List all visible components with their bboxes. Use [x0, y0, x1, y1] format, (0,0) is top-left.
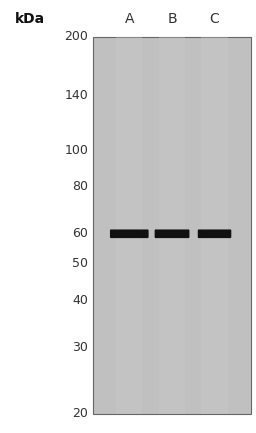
Text: 100: 100	[65, 144, 88, 157]
Text: C: C	[210, 13, 219, 26]
Text: kDa: kDa	[15, 13, 46, 26]
Text: 200: 200	[65, 30, 88, 43]
FancyBboxPatch shape	[110, 229, 148, 238]
Text: 60: 60	[72, 227, 88, 240]
FancyBboxPatch shape	[201, 37, 228, 414]
Text: 140: 140	[65, 89, 88, 102]
FancyBboxPatch shape	[116, 37, 142, 414]
Text: 50: 50	[72, 257, 88, 270]
Text: 80: 80	[72, 180, 88, 193]
Text: 20: 20	[72, 407, 88, 420]
Text: 40: 40	[72, 294, 88, 307]
Text: B: B	[167, 13, 177, 26]
FancyBboxPatch shape	[198, 229, 231, 238]
FancyBboxPatch shape	[93, 37, 251, 414]
Text: A: A	[124, 13, 134, 26]
FancyBboxPatch shape	[159, 37, 185, 414]
Text: 30: 30	[72, 341, 88, 354]
FancyBboxPatch shape	[155, 229, 189, 238]
